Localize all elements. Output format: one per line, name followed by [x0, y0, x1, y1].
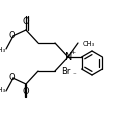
- Text: O: O: [23, 87, 29, 97]
- Text: ⁻: ⁻: [72, 72, 76, 78]
- Text: O: O: [9, 31, 15, 40]
- Text: N: N: [65, 53, 73, 62]
- Text: O: O: [23, 16, 29, 25]
- Text: O: O: [9, 74, 15, 83]
- Text: CH₃: CH₃: [0, 47, 6, 53]
- Text: CH₃: CH₃: [0, 87, 6, 93]
- Text: CH₃: CH₃: [83, 41, 95, 47]
- Text: +: +: [70, 51, 76, 55]
- Text: Br: Br: [61, 68, 71, 77]
